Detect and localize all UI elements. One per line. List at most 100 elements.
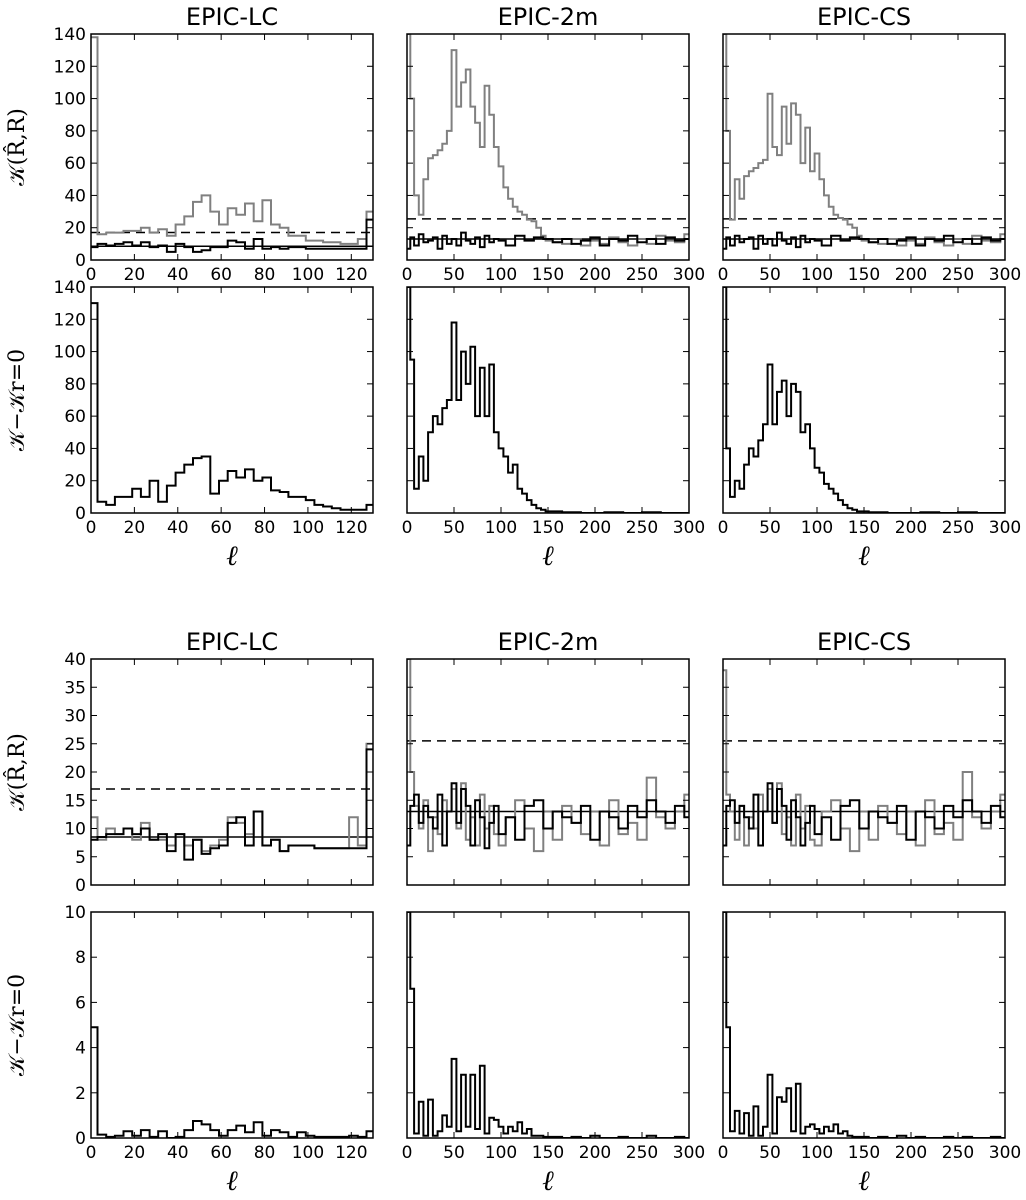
series-2-line [407,231,689,250]
x-tick-label: 40 [167,518,189,538]
x-tick-label: 20 [124,518,146,538]
series-1-line [723,912,1005,1138]
panel-3: 0 50 100 150 200 250 300 EPIC-CS [718,3,1022,285]
y-tick-label: 120 [54,310,86,330]
x-tick-label: 100 [801,1143,833,1163]
x-tick-label: 0 [718,1143,729,1163]
y-tick-label: 20 [64,472,86,492]
x-tick-label: 150 [848,265,880,285]
series-2-line [91,218,373,253]
x-tick-label: 200 [579,265,611,285]
x-tick-label: 40 [167,265,189,285]
x-tick-label: 0 [402,1143,413,1163]
axes-frame [406,33,690,261]
y-tick-label: 8 [75,948,86,968]
y-tick-label: 5 [75,848,86,868]
y-tick-label: 140 [54,278,86,298]
x-tick-label: 300 [989,1143,1021,1163]
y-tick-label: 100 [54,343,86,363]
x-tick-label: 100 [292,1143,324,1163]
x-tick-label: 0 [718,265,729,285]
x-tick-label: 0 [402,518,413,538]
y-tick-label: 0 [75,251,86,271]
y-tick-label: 0 [75,876,86,896]
x-tick-label: 100 [485,265,517,285]
x-axis-label: ℓ [542,539,554,572]
y-tick-label: 80 [64,375,86,395]
x-tick-label: 0 [86,265,97,285]
series-1-line [723,287,1005,513]
y-tick-label: 60 [64,407,86,427]
x-tick-label: 50 [759,1143,781,1163]
y-tick-label: 40 [64,186,86,206]
y-tick-label: 140 [54,25,86,45]
axes-frame [722,911,1006,1139]
y-tick-label: 0 [75,1129,86,1149]
x-tick-label: 0 [402,265,413,285]
x-tick-label: 300 [673,518,705,538]
y-axis-label: 𝒦(R̂,R) [4,108,30,186]
y-tick-label: 35 [64,678,86,698]
series-1-line [91,1026,373,1138]
y-tick-label: 10 [64,820,86,840]
x-tick-label: 300 [673,265,705,285]
x-tick-label: 250 [626,1143,658,1163]
x-tick-label: 50 [443,518,465,538]
panel-11: 0 50 100 150 200 250 300 ℓ [402,911,705,1197]
x-tick-label: 150 [532,265,564,285]
series-1-line [407,659,689,853]
y-tick-label: 15 [64,791,86,811]
x-tick-label: 200 [895,265,927,285]
panel-10: 0 20 40 60 80 100 120 0 2 4 6 8 10 ℓ 𝒦−𝒦r=0 [5,903,374,1197]
x-tick-label: 200 [895,518,927,538]
series-1-line [407,34,689,247]
y-axis-label: 𝒦−𝒦r=0 [5,349,30,451]
x-tick-label: 300 [673,1143,705,1163]
y-tick-label: 80 [64,122,86,142]
x-tick-label: 120 [335,518,367,538]
y-axis-label: 𝒦(R̂,R) [4,733,30,811]
panel-12: 0 50 100 150 200 250 300 ℓ [718,911,1021,1197]
series-2-line [407,782,689,850]
series-1-line [723,669,1005,853]
x-tick-label: 150 [848,518,880,538]
x-tick-label: 300 [989,265,1021,285]
series-2-line [91,748,373,861]
panel-title: EPIC-CS [817,628,911,656]
y-tick-label: 2 [75,1084,86,1104]
x-tick-label: 150 [532,518,564,538]
series-2-line [723,782,1005,847]
panel-5: 0 50 100 150 200 250 300 ℓ [402,286,705,572]
x-tick-label: 200 [895,1143,927,1163]
x-tick-label: 120 [335,265,367,285]
y-tick-label: 20 [64,219,86,239]
x-axis-label: ℓ [226,1164,238,1197]
panel-title: EPIC-2m [498,628,599,656]
y-tick-label: 60 [64,154,86,174]
x-tick-label: 300 [989,518,1021,538]
series-1-line [723,34,1005,247]
x-axis-label: ℓ [858,539,870,572]
panel-7: 0 5 10 15 20 25 30 35 40 EPIC-LC 𝒦(R̂,R) [4,628,374,896]
y-tick-label: 40 [64,439,86,459]
x-tick-label: 150 [532,1143,564,1163]
panel-2: 0 50 100 150 200 250 300 EPIC-2m [402,3,706,285]
x-axis-label: ℓ [542,1164,554,1197]
y-tick-label: 0 [75,504,86,524]
y-tick-label: 6 [75,993,86,1013]
x-tick-label: 100 [485,518,517,538]
y-axis-label: 𝒦−𝒦r=0 [5,974,30,1076]
series-1-line [407,287,689,513]
x-tick-label: 250 [942,265,974,285]
x-tick-label: 50 [759,265,781,285]
y-tick-label: 10 [64,903,86,923]
x-tick-label: 80 [254,265,276,285]
y-tick-label: 30 [64,707,86,727]
x-axis-label: ℓ [226,539,238,572]
y-tick-label: 120 [54,57,86,77]
x-tick-label: 100 [801,265,833,285]
x-tick-label: 50 [759,518,781,538]
panel-8: EPIC-2m [406,628,690,886]
x-tick-label: 100 [292,265,324,285]
x-tick-label: 0 [86,1143,97,1163]
